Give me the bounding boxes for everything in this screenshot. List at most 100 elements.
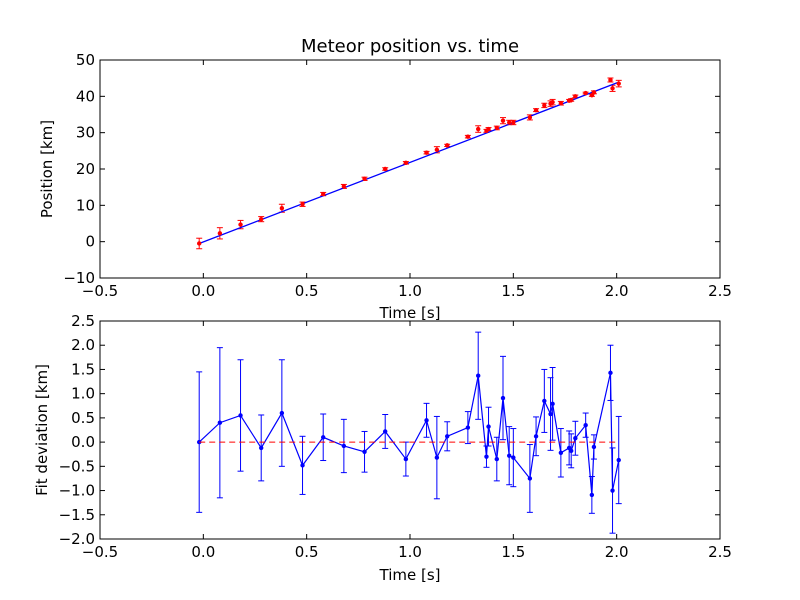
residual-point [465, 425, 471, 430]
residual-line [198, 372, 620, 495]
residual-point [300, 463, 305, 468]
x-tick-label: 0.0 [191, 282, 215, 300]
residual-point [507, 453, 512, 458]
x-tick-label: 0.5 [295, 543, 319, 561]
data-point [569, 97, 574, 103]
data-point [608, 77, 613, 83]
residual-point [500, 395, 506, 401]
data-point [445, 143, 450, 148]
data-point [403, 160, 409, 166]
residual-point [558, 450, 564, 455]
x-tick-label: −0.5 [82, 282, 118, 300]
data-point [616, 81, 621, 86]
residual-point [608, 370, 613, 376]
data-point [500, 118, 506, 123]
x-tick-label: 2.0 [605, 282, 629, 300]
data-point [383, 166, 388, 172]
data-point [591, 90, 597, 95]
residual-point [238, 413, 243, 418]
y-tick-label: −1.0 [59, 482, 95, 500]
residual-point [569, 448, 574, 454]
x-tick-label: 1.0 [398, 543, 422, 561]
data-point [217, 231, 223, 236]
residual-point [321, 435, 326, 440]
data-point [511, 120, 516, 125]
data-point [558, 101, 564, 106]
residual-point [259, 445, 264, 451]
data-point [542, 103, 547, 108]
data-point [476, 126, 481, 132]
plot-frame [99, 59, 721, 279]
fit-line [198, 81, 619, 245]
y-tick-label: 1.5 [71, 360, 95, 378]
deviation-plot: −0.5 0.0 0.5 1.0 1.5 2.0 2.5 −2.0 −1.5 −1.0 −0.5 0.… [33, 312, 732, 584]
residual-point [589, 492, 595, 498]
residual-point [533, 434, 539, 439]
residual-point [217, 420, 223, 425]
y-axis-label: Fit deviation [km] [33, 364, 51, 496]
residual-point [424, 418, 429, 423]
residual-point [583, 422, 588, 428]
x-tick-label: 1.0 [398, 282, 422, 300]
axis-ticks: −0.5 0.0 0.5 1.0 1.5 2.0 2.5 −10 0 10 20 30 40 50 [63, 51, 732, 300]
data-point [434, 147, 440, 152]
y-tick-label: −2.0 [59, 530, 95, 548]
x-tick-label: 2.5 [708, 543, 732, 561]
plot-frame [99, 320, 721, 540]
residual-point [591, 444, 597, 450]
x-axis-label: Time [s] [379, 566, 441, 584]
data-point [610, 86, 615, 91]
y-tick-label: 0.5 [71, 409, 95, 427]
data-point [424, 150, 429, 155]
data-point [533, 107, 539, 113]
x-tick-label: 1.5 [501, 282, 525, 300]
data-point [550, 99, 555, 105]
residual-point [486, 424, 491, 429]
y-axis-label: Position [km] [38, 120, 56, 218]
y-tick-label: 50 [76, 51, 95, 69]
x-axis-label: Time [s] [379, 304, 441, 322]
residual-point [383, 429, 388, 434]
data-point [341, 184, 347, 189]
y-tick-label: 20 [76, 160, 95, 178]
residual-point [527, 476, 533, 481]
y-tick-label: 2.0 [71, 336, 95, 354]
y-tick-label: −10 [63, 269, 95, 287]
y-tick-label: −0.5 [59, 457, 95, 475]
x-tick-label: 2.5 [708, 282, 732, 300]
y-tick-label: 2.5 [71, 312, 95, 330]
residual-point [550, 401, 555, 407]
data-point [197, 241, 202, 246]
y-tick-label: 0 [85, 233, 95, 251]
data-point [362, 176, 367, 182]
data-point [573, 94, 578, 99]
residual-point [362, 449, 367, 454]
x-tick-label: 2.0 [605, 543, 629, 561]
y-tick-label: −1.5 [59, 506, 95, 524]
residual-point [403, 456, 409, 462]
position-plot: Meteor position vs. time −0.5 0.0 0.5 1.0 1.… [38, 36, 732, 322]
residual-point [341, 443, 347, 449]
y-tick-label: 0.0 [71, 433, 95, 451]
x-tick-label: 0.5 [295, 282, 319, 300]
data-point [486, 126, 491, 132]
residual-point [616, 457, 621, 463]
axis-ticks: −0.5 0.0 0.5 1.0 1.5 2.0 2.5 −2.0 −1.5 −1.0 −0.5 0.… [59, 312, 732, 561]
data-point [238, 222, 243, 227]
residual-point [445, 434, 450, 439]
data-point [300, 202, 305, 207]
data-point [321, 191, 326, 197]
y-tick-label: 10 [76, 196, 95, 214]
plot-content [196, 331, 622, 534]
data-point [259, 216, 264, 222]
y-tick-label: 1.0 [71, 385, 95, 403]
y-tick-label: 30 [76, 124, 95, 142]
residual-point [573, 436, 578, 441]
residual-point [476, 373, 481, 378]
data-point [507, 120, 512, 125]
chart-title: Meteor position vs. time [301, 36, 519, 57]
residual-point [542, 398, 547, 404]
residual-point [434, 455, 440, 460]
y-tick-label: 40 [76, 87, 95, 105]
